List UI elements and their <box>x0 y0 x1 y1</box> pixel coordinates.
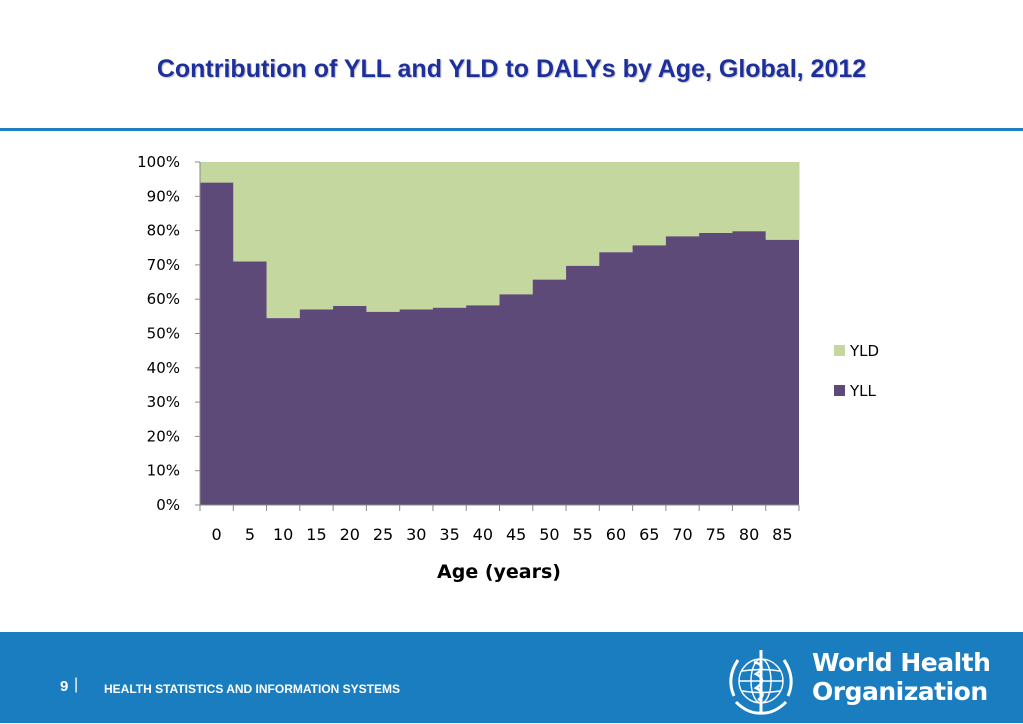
footer-section-label: HEALTH STATISTICS AND INFORMATION SYSTEM… <box>104 682 400 696</box>
yld-area-segment <box>233 162 268 262</box>
x-tick-label: 65 <box>639 525 659 544</box>
title-divider <box>0 128 1023 131</box>
x-tick-label: 40 <box>473 525 493 544</box>
y-tick-label: 40% <box>147 359 180 377</box>
y-tick-label: 50% <box>147 325 180 343</box>
daly-area-chart: 0% 10% 20% 30% 40% 50% 60% 70% 80% 90% 100% 0 5 10 15… <box>137 153 879 583</box>
y-tick-label: 70% <box>147 256 180 274</box>
x-tick-label: 60 <box>606 525 626 544</box>
x-tick-label: 70 <box>672 525 692 544</box>
yld-area-segment <box>466 162 500 306</box>
yld-area-segment <box>665 162 700 237</box>
x-tick-label: 30 <box>406 525 426 544</box>
yld-area-segment <box>566 162 600 266</box>
footer-bar: 9 | HEALTH STATISTICS AND INFORMATION SY… <box>0 632 1023 723</box>
x-tick-label: 35 <box>439 525 459 544</box>
x-tick-label: 10 <box>273 525 293 544</box>
legend-label-yld: YLD <box>849 342 879 360</box>
org-name-line1: World Health <box>812 648 991 677</box>
y-tick-label: 80% <box>147 222 180 240</box>
yld-area-segment <box>732 162 767 232</box>
y-tick-label: 30% <box>147 393 180 411</box>
yld-area-segment <box>333 162 367 307</box>
legend-label-yll: YLL <box>849 382 877 400</box>
x-tick-label: 55 <box>573 525 593 544</box>
yld-area-segment <box>532 162 567 280</box>
x-tick-label: 25 <box>373 525 393 544</box>
x-tick-label: 45 <box>506 525 526 544</box>
x-axis-label: Age (years) <box>437 561 561 583</box>
x-tick-label: 80 <box>739 525 759 544</box>
legend-swatch-yld <box>834 345 845 356</box>
yld-area-segment <box>266 162 301 319</box>
org-name-line2: Organization <box>812 677 988 706</box>
who-emblem-icon <box>729 650 793 715</box>
page-number: 9 <box>60 678 69 695</box>
yld-area-segment <box>765 162 800 240</box>
yld-area-segment <box>699 162 733 234</box>
yld-area-segment <box>499 162 534 295</box>
x-tick-label: 85 <box>772 525 792 544</box>
x-tick-label: 15 <box>306 525 326 544</box>
legend-swatch-yll <box>834 385 845 396</box>
yll-area <box>200 182 799 505</box>
x-tick-label: 50 <box>539 525 559 544</box>
who-wordmark: World Health Organization <box>812 648 991 706</box>
yld-area-segment <box>599 162 634 253</box>
y-tick-label: 10% <box>147 462 180 480</box>
y-tick-label: 100% <box>137 153 180 171</box>
yld-area-segment <box>200 162 234 183</box>
slide-title: Contribution of YLL and YLD to DALYs by … <box>156 55 867 83</box>
yld-area-segment <box>632 162 667 246</box>
x-tick-label: 75 <box>706 525 726 544</box>
x-tick-label: 5 <box>245 525 255 544</box>
y-tick-label: 90% <box>147 187 180 205</box>
y-tick-label: 0% <box>156 496 180 514</box>
yld-area-segment <box>432 162 467 308</box>
yld-area-segment <box>366 162 401 312</box>
page-separator: | <box>74 676 79 693</box>
y-tick-label: 20% <box>147 427 180 445</box>
x-tick-label: 20 <box>340 525 360 544</box>
yld-area-segment <box>399 162 434 310</box>
yld-area-segment <box>299 162 334 310</box>
y-tick-label: 60% <box>147 290 180 308</box>
x-tick-label: 0 <box>212 525 222 544</box>
